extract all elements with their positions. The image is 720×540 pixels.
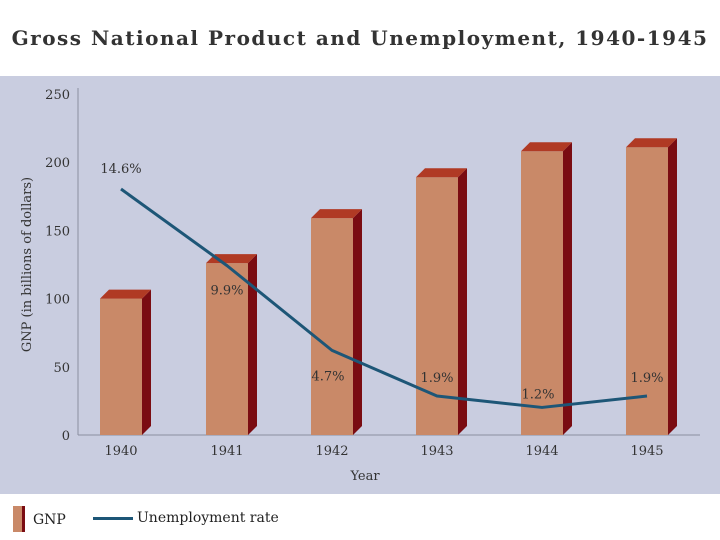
bar-gnp — [416, 177, 458, 435]
x-tick-label: 1941 — [210, 444, 243, 459]
data-label-unemployment: 9.9% — [210, 284, 243, 299]
y-tick-label: 0 — [62, 429, 70, 444]
x-tick-label: 1943 — [420, 444, 453, 459]
bar-gnp — [100, 298, 142, 435]
x-tick-label: 1944 — [525, 444, 558, 459]
y-axis-label: GNP (in billions of dollars) — [20, 177, 35, 352]
bar-gnp — [206, 263, 248, 435]
bar-gnp-side — [142, 289, 151, 435]
x-tick-label: 1942 — [315, 444, 348, 459]
y-tick-label: 100 — [45, 293, 70, 308]
bar-gnp-top — [311, 209, 362, 219]
series-line-unemployment — [120, 187, 648, 409]
bar-gnp — [521, 151, 563, 435]
bar-gnp-top — [626, 138, 677, 148]
chart-plot: 0 50 100 150 200 250 GNP (in billions of dolla… — [20, 88, 700, 484]
bar-gnp-top — [521, 142, 572, 152]
data-label-unemployment: 4.7% — [311, 369, 344, 384]
bar-gnp-top — [416, 168, 467, 178]
x-axis-label: Year — [349, 469, 380, 484]
chart-title: Gross National Product and Unemployment,… — [11, 26, 709, 50]
y-tick-label: 50 — [53, 361, 70, 376]
y-tick-label: 150 — [45, 224, 70, 239]
chart-panel: 0 50 100 150 200 250 GNP (in billions of dolla… — [0, 76, 720, 494]
data-label-unemployment: 14.6% — [100, 162, 141, 177]
legend-unemployment-label: Unemployment rate — [137, 510, 279, 526]
bar-gnp-side — [248, 254, 257, 435]
chart-legend: GNP Unemployment rate — [0, 496, 720, 540]
bar-gnp-side — [668, 138, 677, 436]
legend-gnp-label: GNP — [33, 512, 66, 528]
bar-gnp-side — [458, 168, 467, 435]
data-label-unemployment: 1.9% — [630, 371, 663, 386]
x-tick-label: 1940 — [104, 444, 137, 459]
y-tick-label: 250 — [45, 88, 70, 103]
legend-unemployment-swatch — [93, 517, 133, 520]
bar-gnp-side — [353, 209, 362, 435]
bar-gnp — [626, 147, 668, 436]
bar-gnp-side — [563, 142, 572, 435]
x-tick-label: 1945 — [630, 444, 663, 459]
bar-gnp — [311, 218, 353, 435]
data-label-unemployment: 1.9% — [420, 371, 453, 386]
y-tick-label: 200 — [45, 156, 70, 171]
bar-gnp-top — [100, 289, 151, 299]
legend-gnp-swatch — [13, 506, 25, 532]
data-label-unemployment: 1.2% — [521, 387, 554, 402]
